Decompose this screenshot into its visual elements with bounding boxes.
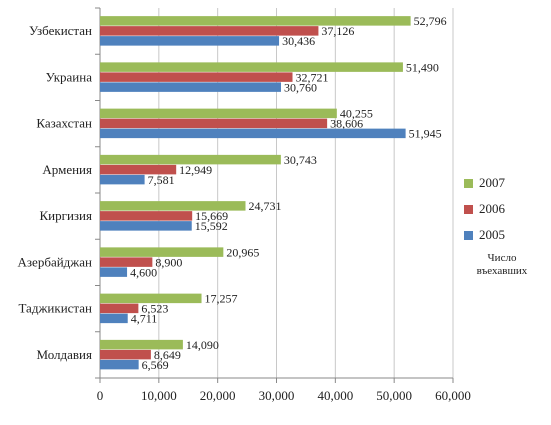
data-label: 14,090	[186, 338, 219, 352]
bar-2007	[100, 108, 337, 119]
bar-2006	[100, 257, 153, 267]
legend-label: 2007	[479, 175, 505, 190]
category-label: Узбекистан	[29, 23, 92, 38]
legend-item-2006: 2006	[464, 196, 548, 222]
bar-2005	[100, 174, 145, 185]
x-tick-label: 30,000	[259, 388, 295, 403]
data-label: 8,900	[155, 255, 182, 269]
data-label: 51,490	[406, 60, 439, 74]
data-label: 51,945	[409, 127, 442, 141]
bar-2005	[100, 359, 139, 370]
x-tick-label: 0	[97, 388, 104, 403]
data-label: 37,126	[321, 24, 354, 38]
bar-2005	[100, 128, 406, 139]
bar-2007	[100, 16, 411, 26]
legend-swatch	[464, 178, 473, 188]
category-label: Киргизия	[40, 208, 93, 223]
x-tick-label: 60,000	[435, 388, 471, 403]
x-tick-label: 10,000	[141, 388, 177, 403]
x-tick-label: 20,000	[200, 388, 236, 403]
data-label: 15,669	[195, 209, 228, 223]
data-label: 40,255	[340, 107, 373, 121]
bar-2005	[100, 221, 192, 231]
data-label: 30,743	[284, 153, 317, 167]
bar-2006	[100, 164, 177, 175]
data-label: 20,965	[226, 245, 259, 259]
data-label: 24,731	[249, 199, 282, 213]
legend-swatch	[464, 204, 473, 214]
bar-2006	[100, 303, 139, 314]
data-label: 30,436	[282, 34, 315, 48]
data-label: 38,606	[330, 117, 363, 131]
bar-2006	[100, 72, 293, 82]
data-label: 6,523	[141, 302, 168, 316]
x-tick-label: 50,000	[376, 388, 412, 403]
bar-2005	[100, 313, 128, 324]
bar-2007	[100, 201, 246, 211]
bar-2007	[100, 154, 281, 165]
legend-label: 2006	[479, 201, 505, 216]
data-label: 8,649	[154, 348, 181, 362]
legend-item-2005: 2005	[464, 222, 548, 248]
data-label: 30,760	[284, 80, 317, 94]
bar-2007	[100, 339, 183, 350]
bar-2005	[100, 36, 280, 46]
bar-2006	[100, 26, 319, 36]
legend-label: 2005	[479, 227, 505, 242]
bar-2006	[100, 349, 151, 360]
legend-note: Число въехавших	[476, 252, 528, 277]
category-label: Армения	[42, 162, 92, 177]
x-tick-label: 40,000	[317, 388, 353, 403]
bar-2006	[100, 118, 328, 129]
bar-2005	[100, 267, 128, 277]
bar-2007	[100, 247, 224, 257]
legend-item-2007: 2007	[464, 170, 548, 196]
bar-2006	[100, 211, 193, 221]
data-label: 12,949	[179, 163, 212, 177]
bar-2005	[100, 82, 281, 92]
category-label: Украина	[46, 69, 93, 84]
data-label: 7,581	[148, 173, 175, 187]
legend-swatch	[464, 230, 473, 240]
chart-legend: 2007 2006 2005 Число въехавших	[464, 170, 548, 278]
data-label: 15,592	[195, 219, 228, 233]
data-label: 17,257	[205, 292, 238, 306]
category-label: Молдавия	[36, 347, 92, 362]
data-label: 52,796	[414, 14, 447, 28]
bar-2007	[100, 62, 403, 72]
data-label: 6,569	[142, 358, 169, 372]
category-label: Азербайджан	[18, 254, 93, 269]
data-label: 4,600	[130, 265, 157, 279]
bar-2007	[100, 293, 202, 304]
category-label: Казахстан	[36, 116, 92, 131]
data-label: 4,711	[131, 312, 158, 326]
category-label: Таджикистан	[18, 301, 92, 316]
data-label: 32,721	[296, 70, 329, 84]
